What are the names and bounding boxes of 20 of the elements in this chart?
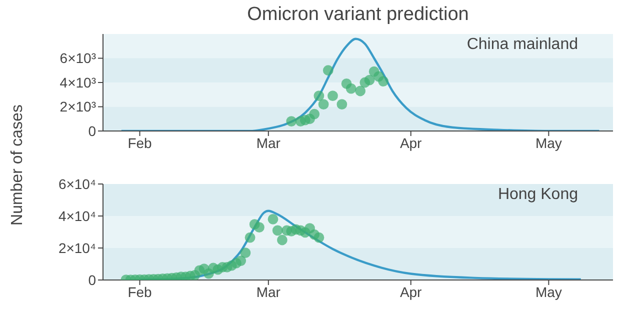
y-tick-label: 0	[88, 122, 96, 139]
x-tick-label: Apr	[400, 284, 422, 300]
y-axis-title: Number of cases	[9, 104, 27, 228]
x-tick-label: Apr	[400, 134, 422, 151]
annotation: China mainland	[466, 36, 578, 54]
y-tick-label: 4×10³	[60, 74, 96, 90]
x-tick-label: Feb	[128, 284, 152, 300]
x-tick-label: May	[535, 284, 562, 300]
y-tick-label: 2×10⁴	[58, 240, 96, 256]
y-tick-label: 6×10³	[60, 50, 96, 66]
y-tick-label: 0	[88, 272, 96, 288]
x-tick-label: Mar	[256, 284, 281, 300]
y-tick-label: 6×10⁴	[58, 176, 96, 192]
x-tick-label: Mar	[256, 134, 281, 151]
y-tick-label: 4×10⁴	[58, 208, 96, 224]
annotation: Hong Kong	[498, 186, 578, 204]
x-tick-label: Feb	[128, 134, 152, 151]
y-tick-label: 2×10³	[60, 98, 96, 115]
x-tick-label: May	[535, 134, 562, 151]
chart-title: Omicron variant prediction	[246, 4, 470, 26]
